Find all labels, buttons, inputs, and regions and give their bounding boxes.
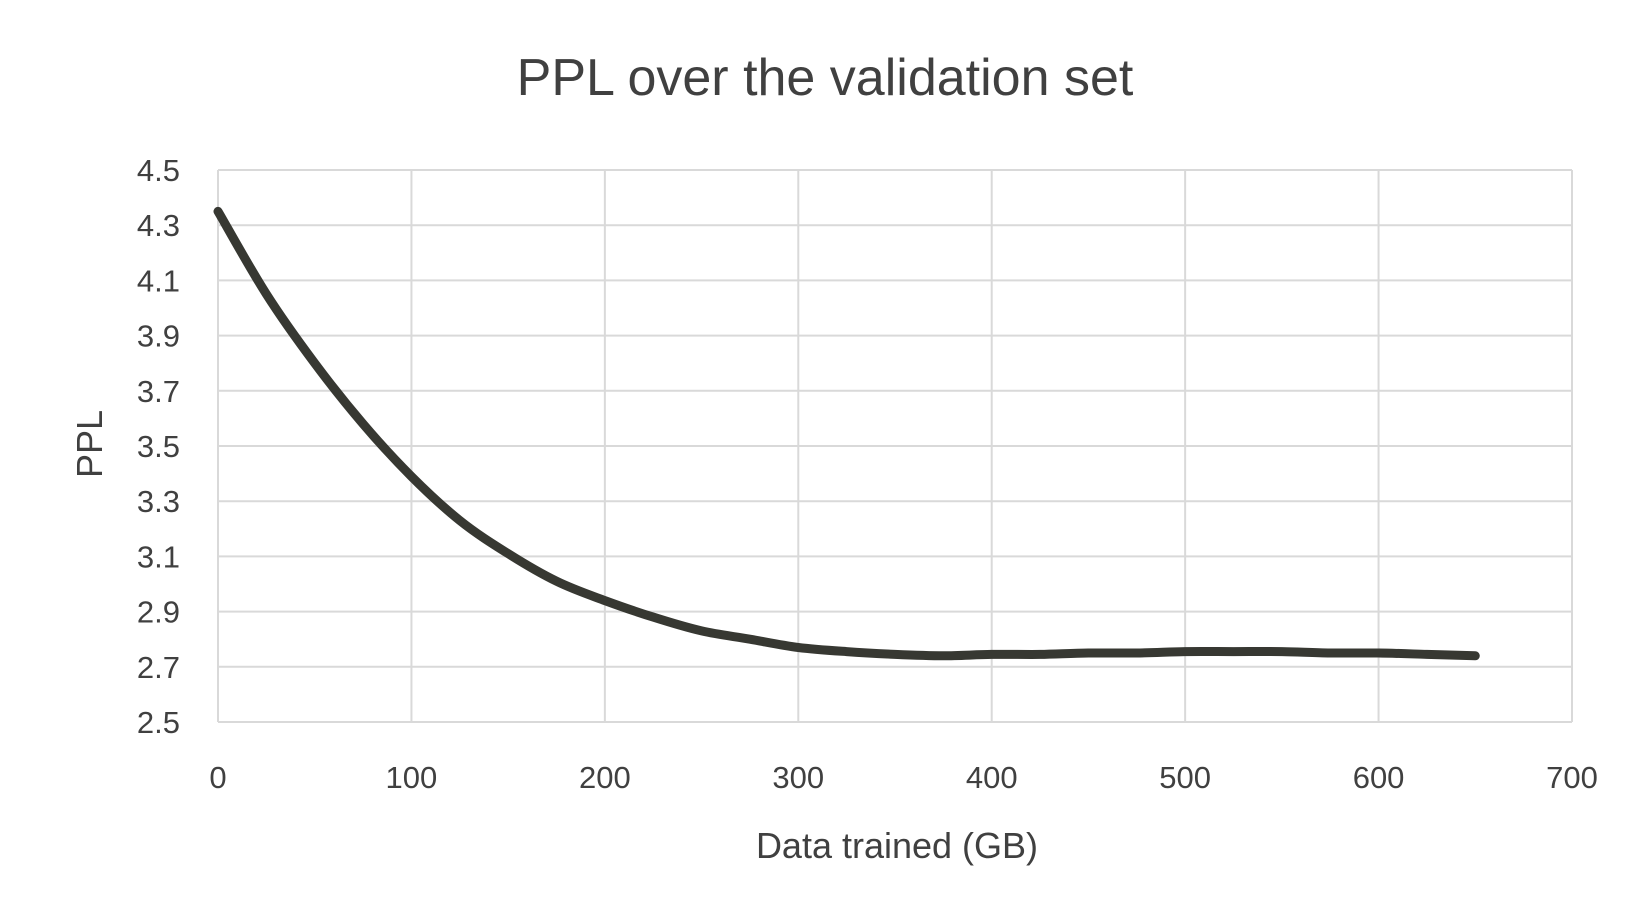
y-tick-label: 3.1 bbox=[137, 539, 180, 574]
y-tick-label: 3.3 bbox=[137, 484, 180, 519]
y-tick-label: 2.9 bbox=[137, 595, 180, 630]
x-tick-label: 200 bbox=[579, 760, 631, 795]
x-axis-label: Data trained (GB) bbox=[756, 825, 1038, 866]
x-tick-label: 0 bbox=[209, 760, 226, 795]
x-tick-label: 400 bbox=[966, 760, 1018, 795]
x-tick-label: 100 bbox=[386, 760, 438, 795]
series-line bbox=[213, 206, 1480, 661]
y-tick-label: 4.5 bbox=[137, 153, 180, 188]
grid bbox=[217, 169, 1573, 723]
x-tick-label: 600 bbox=[1353, 760, 1405, 795]
y-tick-label: 3.5 bbox=[137, 429, 180, 464]
x-axis-ticks: 0 100 200 300 400 500 600 700 bbox=[209, 760, 1597, 795]
x-tick-label: 700 bbox=[1546, 760, 1598, 795]
y-tick-label: 2.7 bbox=[137, 650, 180, 685]
y-tick-label: 4.3 bbox=[137, 208, 180, 243]
y-axis-label: PPL bbox=[69, 410, 110, 478]
chart-title: PPL over the validation set bbox=[517, 49, 1134, 107]
y-tick-label: 3.9 bbox=[137, 319, 180, 354]
y-tick-label: 2.5 bbox=[137, 705, 180, 740]
y-axis-ticks: 2.5 2.7 2.9 3.1 3.3 3.5 3.7 3.9 4.1 4.3 4.5 bbox=[137, 153, 180, 740]
y-tick-label: 3.7 bbox=[137, 374, 180, 409]
x-tick-label: 500 bbox=[1159, 760, 1211, 795]
y-tick-label: 4.1 bbox=[137, 263, 180, 298]
x-tick-label: 300 bbox=[772, 760, 824, 795]
